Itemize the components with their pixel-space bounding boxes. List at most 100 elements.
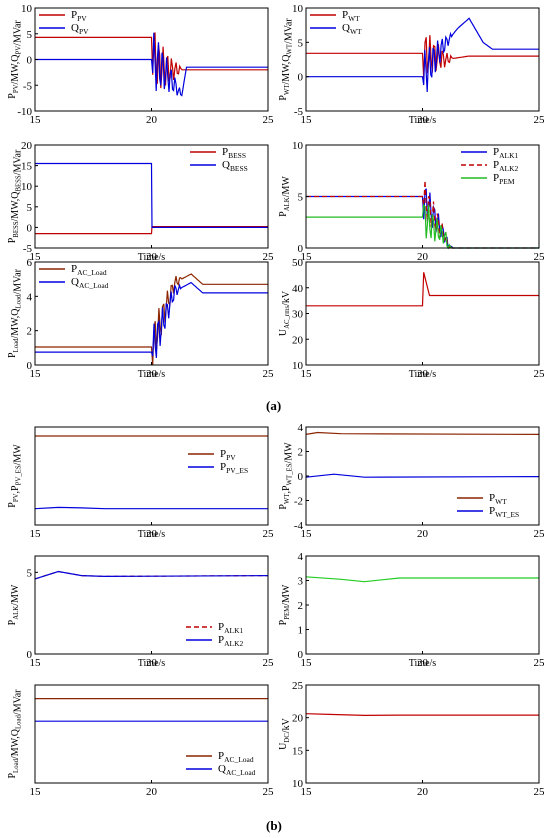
y-axis-label: UDC/kV bbox=[278, 717, 292, 749]
x-tick-label: 20 bbox=[146, 657, 158, 669]
y-tick-label: -5 bbox=[23, 243, 33, 255]
y-tick-label: -2 bbox=[294, 496, 303, 508]
x-tick-label: 15 bbox=[30, 114, 42, 126]
x-tick-label: 25 bbox=[534, 786, 546, 798]
x-axis-label: Time/s bbox=[409, 115, 437, 126]
y-tick-label: 5 bbox=[27, 29, 33, 41]
x-axis-label: Time/s bbox=[138, 369, 166, 380]
x-tick-label: 15 bbox=[301, 786, 313, 798]
x-axis-label: Time/s bbox=[409, 658, 437, 669]
legend-entry: PAC_Load bbox=[218, 750, 254, 764]
y-tick-label: 15 bbox=[292, 745, 304, 757]
x-tick-label: 15 bbox=[30, 657, 42, 669]
x-tick-label: 25 bbox=[263, 368, 275, 380]
x-tick-label: 15 bbox=[301, 368, 313, 380]
x-tick-label: 15 bbox=[30, 528, 42, 540]
legend-entry: PAC_Load bbox=[71, 263, 107, 277]
plot-frame bbox=[305, 684, 540, 784]
x-tick-label: 25 bbox=[263, 114, 275, 126]
x-tick-label: 25 bbox=[263, 251, 275, 263]
y-tick-label: 10 bbox=[21, 181, 33, 193]
y-tick-label: 5 bbox=[27, 567, 33, 579]
series-line-trace bbox=[305, 576, 539, 583]
x-tick-label: 15 bbox=[301, 114, 313, 126]
x-tick-label: 15 bbox=[301, 251, 313, 263]
legend-entry: PPV bbox=[220, 448, 236, 462]
y-axis-label: PLoad/MW,QLoad/MVar bbox=[7, 268, 24, 358]
x-axis-label: Time/s bbox=[138, 529, 166, 540]
y-tick-label: 2 bbox=[27, 326, 33, 338]
x-tick-label: 20 bbox=[417, 251, 429, 263]
legend-entry: QBESS bbox=[222, 159, 248, 173]
y-tick-label: 20 bbox=[292, 334, 304, 346]
x-tick-label: 20 bbox=[146, 528, 158, 540]
x-tick-label: 15 bbox=[30, 786, 42, 798]
legend-entry: PWT bbox=[342, 9, 360, 23]
x-tick-label: 25 bbox=[534, 368, 546, 380]
series-line-p-alk1 bbox=[306, 188, 539, 249]
y-tick-label: 30 bbox=[292, 309, 304, 321]
legend-entry: PPV bbox=[71, 9, 87, 23]
y-tick-label: 40 bbox=[292, 283, 304, 295]
plot-frame bbox=[305, 555, 540, 655]
legend-entry: PPV_ES bbox=[220, 461, 248, 475]
y-tick-label: 20 bbox=[292, 713, 304, 725]
y-tick-label: 0 bbox=[298, 72, 304, 84]
y-axis-label: PBESS/MW,QBESS/MVar bbox=[7, 149, 24, 243]
plot-frame bbox=[305, 261, 540, 366]
x-tick-label: 20 bbox=[146, 786, 158, 798]
y-tick-label: 2 bbox=[298, 447, 304, 459]
legend-entry: PWT bbox=[489, 492, 507, 506]
x-tick-label: 20 bbox=[146, 114, 158, 126]
y-axis-label: PLoad/MW,QLoad/MVar bbox=[7, 689, 24, 779]
y-axis-label: PPV,PPV_ES/MW bbox=[7, 444, 24, 508]
x-tick-label: 15 bbox=[301, 528, 313, 540]
y-tick-label: 5 bbox=[27, 202, 33, 214]
y-axis-label: PWT,PWT_ES/MW bbox=[278, 442, 295, 510]
series-line-p-alk2 bbox=[34, 570, 269, 580]
y-tick-label: 3 bbox=[298, 576, 304, 588]
y-axis-label: PALK/MW bbox=[278, 176, 292, 217]
y-tick-label: 0 bbox=[27, 55, 33, 67]
x-axis-label: Time/s bbox=[409, 369, 437, 380]
panel-label-a: (a) bbox=[266, 398, 282, 413]
y-axis-label: PALK/MW bbox=[7, 584, 21, 625]
y-axis-label: PPEM/MW bbox=[278, 584, 292, 625]
chart-b4: 15 20 25 0 1 2 3 4 Time/s PPEM/MW bbox=[278, 551, 545, 669]
x-axis-label: Time/s bbox=[138, 252, 166, 263]
series-line-q-pv bbox=[35, 32, 268, 97]
legend-entry: PPEM bbox=[493, 172, 515, 186]
legend-entry: PALK1 bbox=[493, 146, 518, 160]
y-tick-label: -10 bbox=[17, 106, 32, 118]
x-tick-label: 20 bbox=[417, 786, 429, 798]
y-axis-label: UAC_rms/kV bbox=[278, 290, 292, 336]
y-tick-label: 50 bbox=[292, 257, 304, 269]
plot-frame bbox=[34, 426, 269, 526]
series-line-p-pv-es bbox=[34, 506, 268, 510]
y-tick-label: 4 bbox=[298, 422, 304, 434]
x-tick-label: 15 bbox=[30, 368, 42, 380]
y-tick-label: 15 bbox=[21, 161, 33, 173]
series-line-p-ac-load bbox=[35, 273, 268, 366]
x-tick-label: 25 bbox=[534, 657, 546, 669]
series-line-p-wt bbox=[306, 35, 539, 78]
y-tick-label: 0 bbox=[298, 471, 304, 483]
y-tick-label: 0 bbox=[298, 243, 304, 255]
series-line-p-pv bbox=[35, 32, 268, 89]
y-axis-label: PWT/MW,QWT/MVar bbox=[278, 18, 295, 101]
y-axis-label: PPV/MW,QPV/MVar bbox=[7, 20, 24, 99]
y-tick-label: -5 bbox=[23, 80, 33, 92]
x-tick-label: 20 bbox=[417, 657, 429, 669]
y-tick-label: 20 bbox=[21, 140, 33, 152]
y-tick-label: 0 bbox=[27, 222, 33, 234]
series-line-p-wt-es bbox=[305, 473, 540, 478]
legend-entry: QAC_Load bbox=[71, 276, 109, 290]
y-tick-label: 10 bbox=[292, 778, 304, 790]
